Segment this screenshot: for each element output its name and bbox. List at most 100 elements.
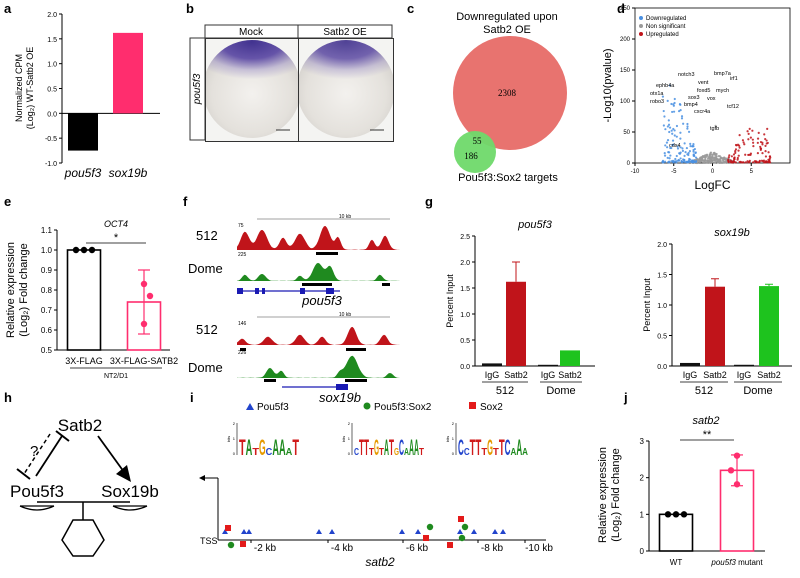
panel-i-letter: i (190, 390, 194, 405)
volcano-point (661, 95, 665, 98)
volcano-point (679, 131, 682, 134)
volcano-point (751, 129, 754, 132)
volcano-point (759, 140, 763, 144)
volcano-point (673, 97, 676, 101)
track-ymax-3: 146 (238, 321, 247, 327)
volcano-point (680, 117, 684, 120)
volcano-point (666, 156, 669, 159)
kb-label: -10 kb (525, 543, 553, 554)
volcano-point (663, 160, 667, 163)
volcano-gene-label: robo3 (650, 99, 664, 105)
panel-g-sox19b-bar (705, 286, 725, 366)
panel-e-bar-0 (66, 249, 102, 351)
volcano-point (670, 102, 673, 106)
model-satb2: Satb2 (58, 416, 102, 435)
volcano-point (694, 160, 698, 164)
panel-j-point (733, 452, 741, 459)
volcano-point (691, 159, 694, 163)
panel-a-letter: a (4, 1, 12, 16)
volcano-point (730, 155, 733, 158)
peak-bar (316, 252, 338, 255)
volcano-point (664, 128, 667, 131)
panel-g-sox19b-xlabel: Satb2 (757, 370, 781, 380)
volcano-gene-label: bmp7a (714, 71, 732, 77)
volcano-point (669, 154, 672, 157)
volcano-point (762, 159, 766, 162)
panel-g-pou5f3-y-tick-label: 2.0 (460, 260, 470, 267)
volcano-point (714, 153, 717, 157)
panel-a-y-tick-label: 0.5 (47, 87, 57, 94)
panel-j-title: satb2 (693, 415, 720, 427)
panel-a-y-tick-label: -0.5 (45, 136, 57, 143)
volcano-point (743, 143, 746, 146)
panel-g-pou5f3-bar (482, 363, 502, 366)
volcano-point (738, 134, 741, 137)
pou5f3-site (222, 529, 228, 534)
volcano-point (694, 156, 698, 159)
volcano-point (749, 136, 752, 139)
volcano-point (706, 159, 709, 162)
volcano-gene-label: tgfb (710, 126, 719, 132)
volcano-point (756, 141, 759, 144)
pou5f3-site (246, 529, 252, 534)
panel-e-point (140, 280, 148, 288)
peak-bar (382, 283, 390, 286)
volcano-point (677, 110, 681, 113)
logo-letter: T (481, 447, 487, 458)
logo-letter: A (279, 435, 286, 460)
volcano-point (665, 141, 669, 144)
logo-letter: G (259, 435, 266, 460)
panel-f-tracks: 10 kb 75 512 225 Dome pou5f3 10 kb 146 512 226 Dom… (188, 214, 400, 405)
volcano-point (689, 158, 692, 161)
kb-label: -2 kb (254, 543, 277, 554)
logo-tick: 2 (452, 421, 455, 426)
motif-legend-label: Pou5f3:Sox2 (374, 402, 432, 413)
logo-letter: T (239, 435, 246, 460)
volcano-point (712, 151, 715, 155)
logo-letter: A (286, 447, 293, 458)
volcano-point (679, 146, 682, 149)
logo-letter: T (292, 435, 299, 460)
panel-j-ylabel: Relative expression(Log₂) Fold change (597, 447, 622, 543)
volcano-point (764, 155, 768, 158)
model-sox19b: Sox19b (101, 482, 159, 501)
volcano-point (735, 144, 738, 147)
panel-g-pou5f3-y-tick-label: 0.0 (460, 364, 470, 371)
panel-d-chart: -10 -5 0 5 250 200 150 100 50 0 LogFC -Log10(pvalue… (602, 6, 791, 192)
logo-letter: A (272, 435, 279, 460)
panel-j-y-tick-label: 1 (640, 510, 645, 519)
satb2-oe-embryo-image (298, 38, 394, 142)
repression-arrow (35, 435, 63, 477)
panel-e-gene: OCT4 (104, 219, 128, 229)
volcano-point (712, 159, 715, 162)
volcano-point (692, 153, 695, 157)
panel-g-sox19b-bar (680, 362, 700, 366)
panel-g-pou5f3-y-tick-label: 1.0 (460, 312, 470, 319)
pou5f3-sox2-site (426, 523, 434, 531)
volcano-point (663, 152, 666, 155)
panel-g-pou5f3-group-label: Dome (546, 385, 575, 397)
volcano-point (728, 154, 731, 157)
panel-j-letter: j (623, 390, 628, 405)
panel-a-xlabel-sox19b: sox19b (109, 166, 148, 180)
track-dome-sox19b (237, 355, 400, 378)
volcano-point (689, 142, 692, 145)
volcano-point (678, 152, 682, 155)
panel-g-sox19b-xlabel: IgG (737, 370, 752, 380)
sox2-site (225, 525, 231, 531)
volcano-point (709, 152, 712, 156)
logo-letter: A (246, 435, 253, 460)
volcano-point (768, 155, 772, 158)
repression-bar (55, 430, 70, 442)
panel-a-y-tick-label: 0.0 (47, 111, 57, 118)
logo-ylabel: bits (226, 436, 231, 442)
panel-j-point (664, 511, 672, 518)
track-label-dome-a: Dome (188, 261, 223, 276)
panel-g-pou5f3-bar (560, 350, 580, 366)
gene-label-pou5f3: pou5f3 (301, 293, 343, 308)
volcano-point (729, 159, 733, 162)
logo-tick: 2 (233, 421, 236, 426)
volcano-point (719, 159, 722, 162)
volcano-point (727, 158, 730, 161)
volcano-point (767, 158, 770, 161)
